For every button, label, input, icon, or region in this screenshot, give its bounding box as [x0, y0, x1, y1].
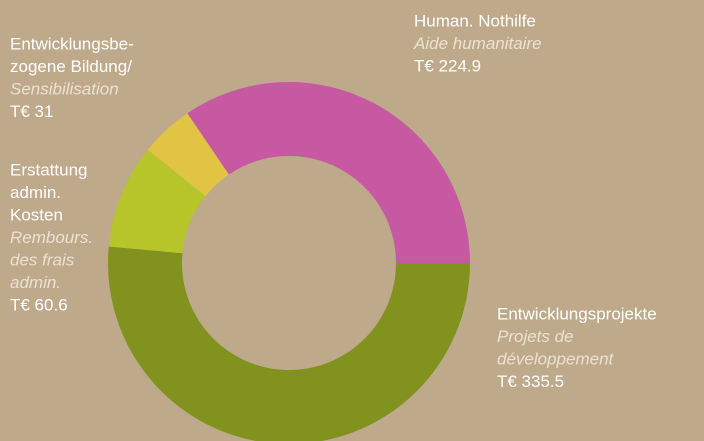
category-subtitle: Projets de [497, 327, 574, 346]
donut-segment [108, 149, 206, 254]
category-label: Human. Nothilfe [414, 11, 536, 30]
category-subtitle: développement [497, 349, 615, 368]
category-label: admin. [10, 183, 61, 202]
category-subtitle: Sensibilisation [10, 79, 119, 98]
donut-segment [187, 82, 470, 263]
donut-segment [108, 246, 470, 441]
category-label: Entwicklungsbe- [10, 34, 134, 53]
category-subtitle: Aide humanitaire [413, 34, 542, 53]
donut-segment [147, 113, 229, 197]
value-label: T€ 335.5 [497, 372, 564, 391]
category-subtitle: des frais [10, 250, 75, 269]
value-label: T€ 31 [10, 102, 53, 121]
value-label: T€ 224.9 [414, 56, 481, 75]
value-label: T€ 60.6 [10, 295, 68, 314]
category-label: Kosten [10, 205, 63, 224]
category-label: zogene Bildung/ [10, 57, 132, 76]
category-label: Erstattung [10, 160, 88, 179]
category-subtitle: Rembours. [10, 228, 93, 247]
category-subtitle: admin. [10, 273, 61, 292]
category-label: Entwicklungsprojekte [497, 304, 657, 323]
